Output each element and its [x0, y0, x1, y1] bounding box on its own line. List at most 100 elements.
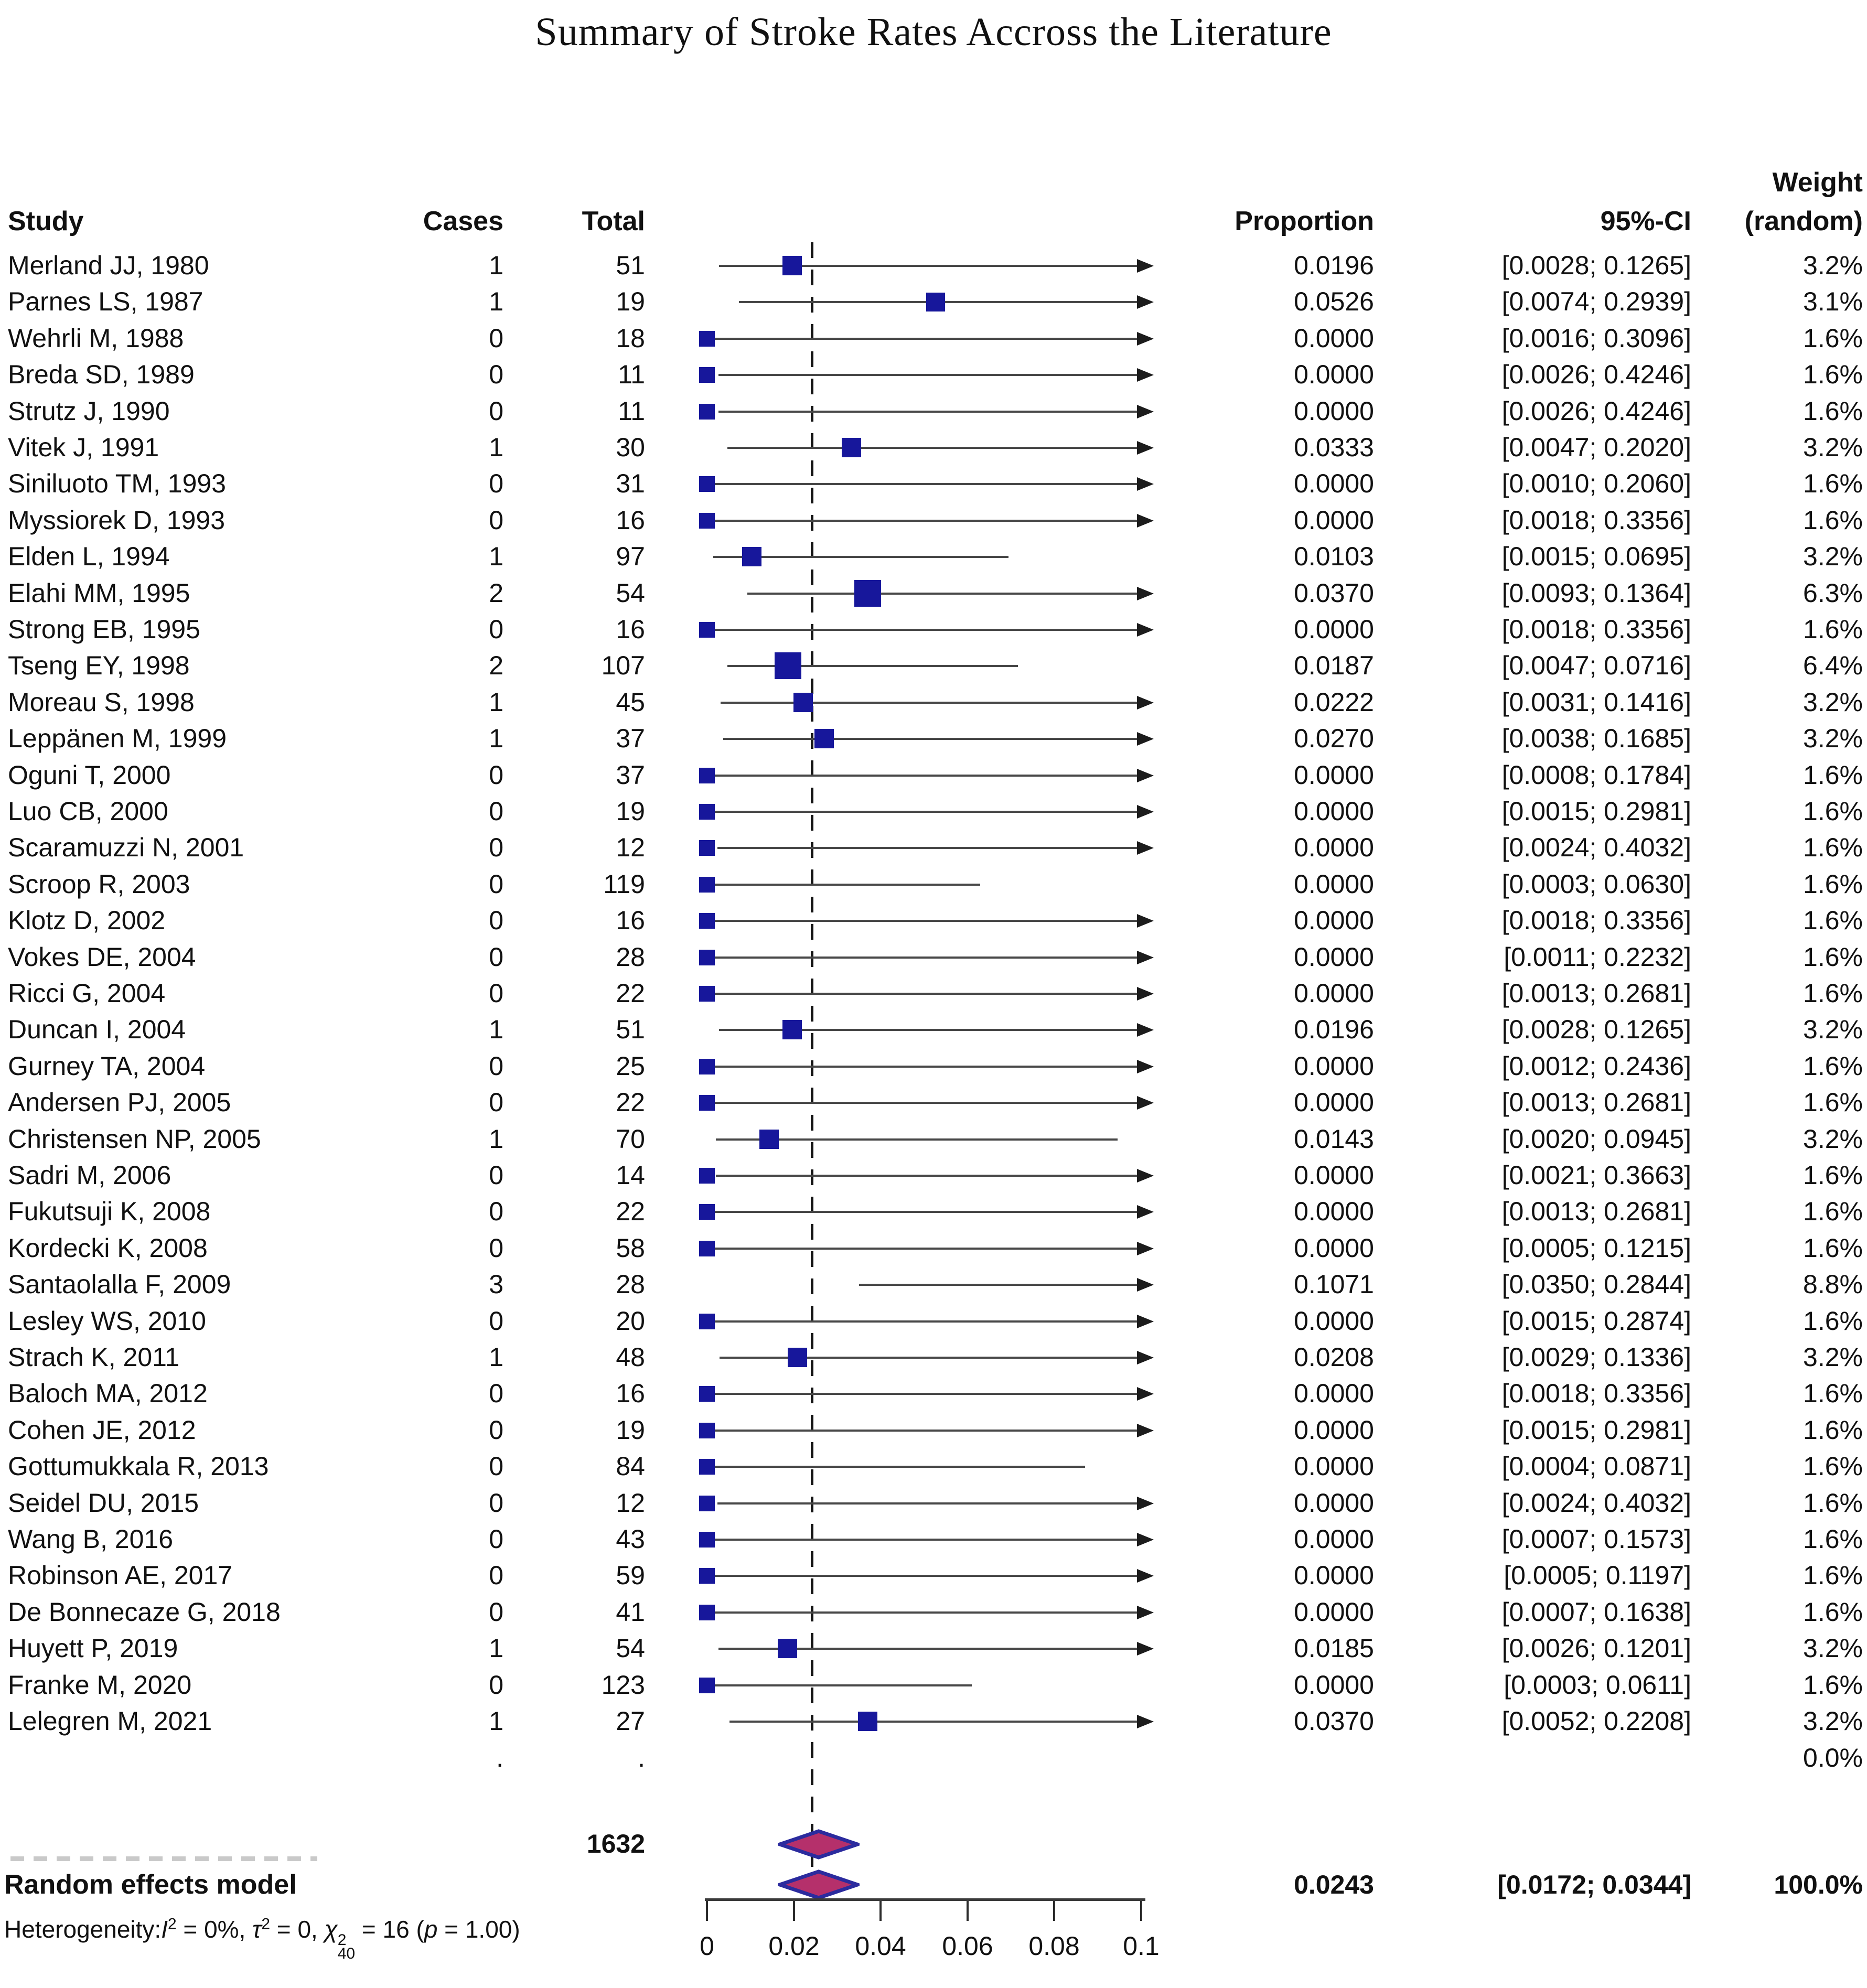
weight-value: 1.6%	[1803, 1088, 1863, 1117]
cases-value: 1	[489, 287, 503, 316]
arrow-right-icon	[1137, 1169, 1154, 1183]
proportion-value: 0.0000	[1294, 979, 1374, 1008]
ci-line	[716, 1175, 1138, 1177]
arrow-right-icon	[1137, 1278, 1154, 1292]
effect-square	[699, 404, 715, 420]
ci-line	[715, 629, 1138, 631]
study-row: Robinson AE, 2017 0 59 0.0000 [0.0005; 0.119…	[0, 1557, 1867, 1594]
ci-line	[859, 1284, 1138, 1286]
proportion-value: 0.0208	[1294, 1342, 1374, 1372]
study-row: Sadri M, 2006 0 14 0.0000 [0.0021; 0.3663] 1.…	[0, 1157, 1867, 1194]
total-value: 12	[616, 1488, 645, 1518]
study-row: Baloch MA, 2012 0 16 0.0000 [0.0018; 0.3356]…	[0, 1376, 1867, 1412]
weight-value: 1.6%	[1803, 1415, 1863, 1445]
arrow-right-icon	[1137, 1242, 1154, 1255]
effect-square	[699, 804, 715, 820]
column-header-study: Study	[8, 206, 84, 237]
ci-line	[729, 1721, 1138, 1723]
ci-line	[715, 920, 1138, 922]
ci-value: [0.0028; 0.1265]	[1501, 251, 1691, 280]
cases-value: 1	[489, 724, 503, 753]
proportion-value: 0.0000	[1294, 360, 1374, 389]
proportion-value: 0.0526	[1294, 287, 1374, 316]
ci-line	[723, 738, 1138, 740]
column-header-total: Total	[582, 206, 645, 237]
ci-value: [0.0029; 0.1336]	[1501, 1342, 1691, 1372]
effect-square	[699, 877, 715, 893]
cases-value: 0	[489, 1452, 503, 1481]
weight-value: 1.6%	[1803, 797, 1863, 826]
cases-value: 1	[489, 251, 503, 280]
weight-value: 3.1%	[1803, 287, 1863, 316]
cases-value: 1	[489, 1124, 503, 1154]
study-row: Leppänen M, 1999 1 37 0.0270 [0.0038; 0.1685…	[0, 721, 1867, 757]
weight-value: 1.6%	[1803, 1051, 1863, 1081]
total-value: .	[638, 1743, 645, 1772]
study-name-label: Kordecki K, 2008	[8, 1233, 208, 1263]
study-row: Wang B, 2016 0 43 0.0000 [0.0007; 0.1573] 1.6…	[0, 1521, 1867, 1557]
redacted-study-row: . . 0.0%	[0, 1740, 1867, 1776]
weight-value: 8.8%	[1803, 1270, 1863, 1299]
weight-value: 1.6%	[1803, 1561, 1863, 1590]
x-axis-tick-label: 0.04	[855, 1931, 906, 1961]
study-row: Gottumukkala R, 2013 0 84 0.0000 [0.0004; 0.…	[0, 1448, 1867, 1485]
ci-value: [0.0007; 0.1573]	[1501, 1524, 1691, 1554]
study-row: Kordecki K, 2008 0 58 0.0000 [0.0005; 0.1215…	[0, 1230, 1867, 1266]
ci-line	[711, 775, 1138, 777]
proportion-value: 0.0000	[1294, 942, 1374, 972]
proportion-value: 0.0000	[1294, 1561, 1374, 1590]
study-row: Siniluoto TM, 1993 0 31 0.0000 [0.0010; 0.20…	[0, 466, 1867, 502]
study-name-label: Parnes LS, 1987	[8, 287, 203, 316]
total-value: 12	[616, 833, 645, 862]
study-row: Klotz D, 2002 0 16 0.0000 [0.0018; 0.3356] 1.…	[0, 902, 1867, 939]
cases-value: 0	[489, 1051, 503, 1081]
weight-value: 3.2%	[1803, 1015, 1863, 1044]
total-value: 22	[616, 979, 645, 1008]
ci-line	[719, 1029, 1138, 1031]
total-value: 31	[616, 469, 645, 498]
ci-line	[710, 1611, 1138, 1614]
study-name-label: Duncan I, 2004	[8, 1015, 186, 1044]
effect-square	[778, 1639, 797, 1658]
ci-line	[713, 1430, 1138, 1432]
weight-value: 1.6%	[1803, 1524, 1863, 1554]
weight-value: 1.6%	[1803, 1160, 1863, 1190]
x-axis-tick	[1053, 1901, 1055, 1921]
total-value: 11	[618, 396, 645, 426]
effect-square	[699, 622, 715, 638]
arrow-right-icon	[1137, 1351, 1154, 1364]
arrow-right-icon	[1137, 514, 1154, 528]
weight-value: 1.6%	[1803, 324, 1863, 353]
ci-value: [0.0004; 0.0871]	[1501, 1452, 1691, 1481]
x-axis-tick-label: 0.06	[942, 1931, 993, 1961]
study-row: Elahi MM, 1995 2 54 0.0370 [0.0093; 0.1364] 6…	[0, 575, 1867, 611]
proportion-value: 0.0000	[1294, 906, 1374, 935]
total-value: 51	[616, 251, 645, 280]
effect-square	[699, 1095, 715, 1111]
study-name-label: Elahi MM, 1995	[8, 578, 190, 608]
study-row: Lesley WS, 2010 0 20 0.0000 [0.0015; 0.2874]…	[0, 1303, 1867, 1339]
study-name-label: Merland JJ, 1980	[8, 251, 209, 280]
cases-value: 0	[489, 1597, 503, 1627]
study-name-label: Leppänen M, 1999	[8, 724, 227, 753]
study-name-label: Oguni T, 2000	[8, 760, 171, 790]
study-name-label: Strong EB, 1995	[8, 615, 200, 644]
cases-value: 1	[489, 1342, 503, 1372]
ci-line	[727, 447, 1138, 449]
ci-line	[709, 1466, 1085, 1468]
weight-value: 1.6%	[1803, 506, 1863, 535]
total-value: 45	[616, 687, 645, 717]
total-value: 37	[616, 760, 645, 790]
total-value: 16	[616, 615, 645, 644]
study-row: Strach K, 2011 1 48 0.0208 [0.0029; 0.1336] 3…	[0, 1339, 1867, 1376]
cases-value: 0	[489, 1488, 503, 1518]
ci-line	[717, 1502, 1138, 1505]
study-name-label: Elden L, 1994	[8, 542, 170, 571]
random-effects-model-label: Random effects model	[4, 1869, 297, 1900]
effect-square	[699, 1568, 715, 1584]
proportion-value: 0.0000	[1294, 1379, 1374, 1408]
effect-square	[699, 950, 715, 965]
ci-value: [0.0012; 0.2436]	[1501, 1051, 1691, 1081]
cases-value: 0	[489, 1670, 503, 1700]
x-axis-line	[705, 1898, 1145, 1901]
